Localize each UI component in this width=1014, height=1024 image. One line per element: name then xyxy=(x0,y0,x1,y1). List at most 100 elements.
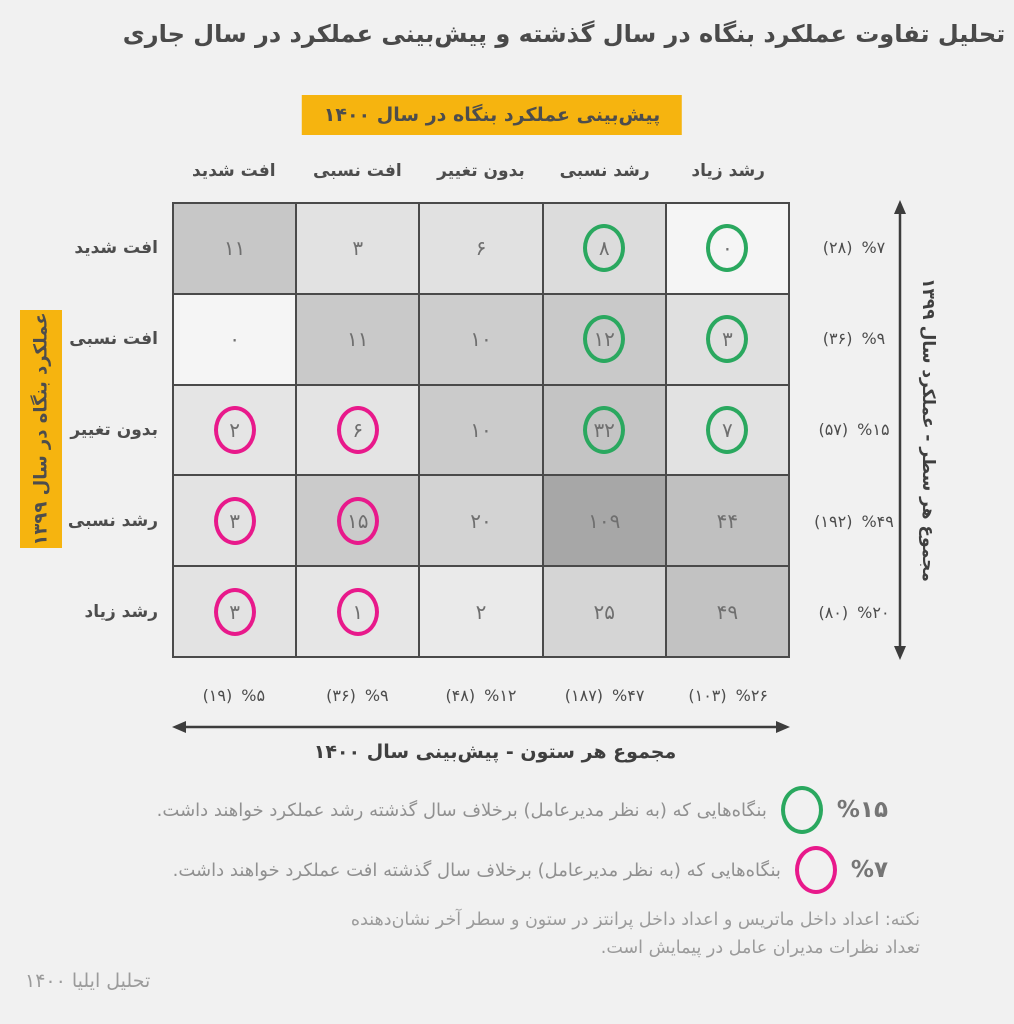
row-total-count: (۳۶) xyxy=(822,329,853,349)
footnote: نکته: اعداد داخل ماتریس و اعداد داخل پرا… xyxy=(350,910,920,958)
credit-label: تحلیل ایلیا ۱۴۰۰ xyxy=(25,970,151,992)
column-total-percent: %۱۲ xyxy=(484,685,517,705)
column-headers: افت شدید افت نسبی بدون تغییر رشد نسبی رشد زی… xyxy=(172,156,790,186)
green-circle-icon xyxy=(780,786,823,834)
cell-value: ۱۱ xyxy=(347,327,369,352)
row-sum-arrow-icon xyxy=(894,200,906,660)
matrix-cell-0-2: ۶ xyxy=(420,204,542,293)
matrix-cell-1-2: ۱۰ xyxy=(420,294,542,384)
column-sum-arrow-label: مجموع هر ستون - پیش‌بینی سال ۱۴۰۰ xyxy=(313,741,677,763)
row-header-4: رشد زیاد xyxy=(84,602,158,623)
matrix-cell-2-1: ۶ xyxy=(297,385,419,475)
growth-marker-icon: ۰ xyxy=(706,224,749,273)
cell-value: ۱۰ xyxy=(470,417,492,442)
row-header-2: بدون تغییر xyxy=(70,419,158,440)
cell-value: ۴۹ xyxy=(716,599,739,624)
cell-value: ۸ xyxy=(598,236,610,261)
matrix-cell-3-3: ۱۰۹ xyxy=(543,476,665,566)
decline-marker-icon: ۳ xyxy=(213,587,256,636)
growth-marker-icon: ۱۲ xyxy=(583,315,626,364)
matrix-cell-2-2: ۱۰ xyxy=(420,385,542,475)
page-title: تحلیل تفاوت عملکرد بنگاه در سال گذشته و … xyxy=(122,20,1006,48)
legend-text-growth: بنگاه‌هایی که (به نظر مدیرعامل) برخلاف س… xyxy=(156,799,767,821)
cell-value: ۱ xyxy=(352,599,364,624)
row-total-1: (۳۶) %۹ xyxy=(808,293,900,384)
row-header-1: افت نسبی xyxy=(69,328,158,349)
cell-value: ۴۴ xyxy=(716,508,739,533)
legend-row-growth: %۱۵ بنگاه‌هایی که (به نظر مدیرعامل) برخلا… xyxy=(157,784,888,836)
matrix-cell-0-4: ۰ xyxy=(666,204,788,293)
column-total-count: (۱۸۷) xyxy=(564,685,604,705)
decline-marker-icon: ۶ xyxy=(336,405,379,454)
matrix-grid: ۱۱ ۳ ۶ ۸ ۰ ۰ ۱۱ ۱۰ ۱۲ ۳ ۲ ۶ ۱۰ ۳۲ ۷ ۳ ۱۵ ۲۰ ۱۰۹ ۴۴ ۳ ۱ ۲ ۲۵ ۴۹ xyxy=(172,202,790,658)
column-total-count: (۱۹) xyxy=(202,685,233,705)
row-total-percent: %۲۰ xyxy=(857,602,890,622)
cell-value: ۲ xyxy=(475,599,487,624)
column-total-count: (۱۰۳) xyxy=(688,685,727,705)
row-total-count: (۸۰) xyxy=(818,602,849,622)
column-total-percent: %۴۷ xyxy=(612,685,645,705)
row-sum-arrow-label: مجموع هر سطر - عملکرد سال ۱۳۹۹ xyxy=(918,278,938,582)
column-header-2: بدون تغییر xyxy=(437,161,525,181)
cell-value: ۲۰ xyxy=(470,508,492,533)
performance-axis-label: عملکرد بنگاه در سال ۱۳۹۹ xyxy=(30,312,52,546)
performance-axis-label-box: عملکرد بنگاه در سال ۱۳۹۹ xyxy=(20,310,62,548)
cell-value: ۳۲ xyxy=(593,417,615,442)
row-total-count: (۱۹۲) xyxy=(814,511,853,531)
matrix-cell-2-0: ۲ xyxy=(174,385,296,475)
decline-marker-icon: ۱ xyxy=(336,587,379,636)
cell-value: ۲ xyxy=(229,417,240,442)
growth-marker-icon: ۳ xyxy=(706,315,749,364)
row-total-count: (۵۷) xyxy=(818,420,849,440)
matrix-cell-1-0: ۰ xyxy=(174,294,296,384)
legend-percent-decline: %۷ xyxy=(850,857,888,883)
matrix-cell-3-4: ۴۴ xyxy=(666,476,788,566)
legend-text-decline: بنگاه‌هایی که (به نظر مدیرعامل) برخلاف س… xyxy=(172,859,781,881)
pink-circle-icon xyxy=(794,846,837,894)
legend-row-decline: %۷ بنگاه‌هایی که (به نظر مدیرعامل) برخلاف… xyxy=(173,844,888,896)
row-total-2: (۵۷) %۱۵ xyxy=(808,384,900,475)
row-total-4: (۸۰) %۲۰ xyxy=(808,567,900,658)
matrix-cell-4-0: ۳ xyxy=(174,567,296,656)
column-total-2: (۴۸) %۱۲ xyxy=(419,680,543,710)
row-totals: (۲۸) %۷ (۳۶) %۹ (۵۷) %۱۵ (۱۹۲) %۴۹ (۸۰) %۲۰ xyxy=(808,202,900,658)
cell-value: ۳ xyxy=(722,327,733,352)
column-total-percent: %۲۶ xyxy=(735,685,769,705)
cell-value: ۲۵ xyxy=(593,599,615,624)
matrix-cell-4-1: ۱ xyxy=(297,567,419,656)
decline-marker-icon: ۲ xyxy=(213,405,256,454)
column-total-count: (۴۸) xyxy=(445,685,476,705)
cell-value: ۶ xyxy=(475,236,487,261)
column-total-percent: %۵ xyxy=(241,685,266,705)
column-header-4: رشد زیاد xyxy=(691,161,765,181)
row-total-percent: %۱۵ xyxy=(857,420,890,440)
row-headers: افت شدید افت نسبی بدون تغییر رشد نسبی رشد زی… xyxy=(0,202,158,658)
matrix-cell-0-1: ۳ xyxy=(297,204,419,293)
column-sum-arrow-icon xyxy=(172,721,790,733)
column-total-percent: %۹ xyxy=(364,685,389,705)
row-total-3: (۱۹۲) %۴۹ xyxy=(808,476,900,567)
row-header-0: افت شدید xyxy=(74,237,158,258)
matrix-cell-4-4: ۴۹ xyxy=(666,567,788,656)
matrix-cell-1-1: ۱۱ xyxy=(297,294,419,384)
cell-value: ۰ xyxy=(722,236,733,261)
legend-percent-growth: %۱۵ xyxy=(836,797,888,823)
prediction-axis-label: پیش‌بینی عملکرد بنگاه در سال ۱۴۰۰ xyxy=(301,95,683,135)
cell-value: ۶ xyxy=(352,417,364,442)
matrix-cell-0-0: ۱۱ xyxy=(174,204,296,293)
column-header-1: افت نسبی xyxy=(313,161,402,181)
cell-value: ۳ xyxy=(352,236,364,261)
matrix-cell-4-3: ۲۵ xyxy=(543,567,665,656)
row-total-percent: %۷ xyxy=(861,238,886,258)
column-total-1: (۳۶) %۹ xyxy=(296,680,420,710)
cell-value: ۷ xyxy=(722,417,733,442)
column-total-3: (۱۸۷) %۴۷ xyxy=(543,680,667,710)
matrix-cell-2-3: ۳۲ xyxy=(543,385,665,475)
column-header-3: رشد نسبی xyxy=(559,161,650,181)
row-total-count: (۲۸) xyxy=(822,238,853,258)
column-total-4: (۱۰۳) %۲۶ xyxy=(666,680,790,710)
row-total-percent: %۴۹ xyxy=(861,511,894,531)
cell-value: ۱۰ xyxy=(470,327,492,352)
row-header-3: رشد نسبی xyxy=(67,511,158,532)
